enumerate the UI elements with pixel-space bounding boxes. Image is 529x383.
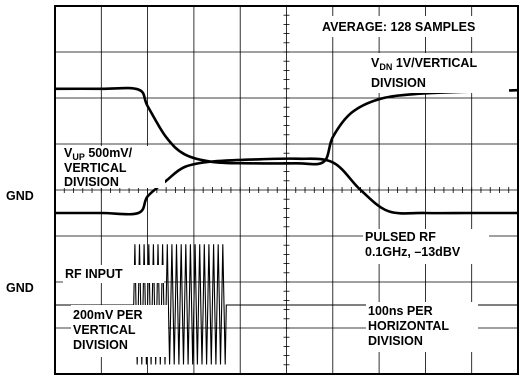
pulsed-rf-spec: 0.1GHz, –13dBV (365, 245, 461, 259)
vdn-trace (54, 86, 519, 166)
rf-scale-vertical: VERTICAL (73, 323, 136, 337)
time-scale-label-bg (366, 302, 478, 352)
rf-scale-division: DIVISION (73, 338, 128, 352)
pulsed-rf-label-bg (363, 229, 489, 264)
time-scale-label: 100ns PER (368, 304, 433, 318)
gnd-lower-label: GND (6, 281, 34, 295)
vup-label-bg (62, 146, 165, 188)
rf-input-label: RF INPUT (65, 267, 123, 281)
vdn-label-bg (369, 53, 509, 93)
gnd-upper-label: GND (6, 189, 34, 203)
vdn-subscript: DN (379, 62, 392, 72)
vdn-scale: 1V/VERTICAL (392, 56, 477, 70)
vup-division-label: DIVISION (64, 175, 119, 189)
time-scale-horizontal: HORIZONTAL (368, 319, 449, 333)
vdn-v: V (371, 56, 380, 70)
vdn-scale-label: VDN 1V/VERTICAL (371, 56, 477, 72)
average-label: AVERAGE: 128 SAMPLES (322, 20, 475, 34)
rf-scale-label: 200mV PER (73, 308, 142, 322)
vup-scale-label: VUP 500mV/ (64, 146, 133, 162)
vup-trace (55, 157, 518, 216)
vup-vertical-label: VERTICAL (64, 161, 127, 175)
vup-subscript: UP (72, 152, 85, 162)
time-scale-division: DIVISION (368, 334, 423, 348)
average-label-bg (319, 16, 517, 37)
vup-scale: 500mV/ (85, 146, 133, 160)
rf-input-label-bg (63, 265, 164, 283)
annotation-labels: AVERAGE: 128 SAMPLES VDN 1V/VERTICAL DIV… (6, 16, 517, 357)
pulsed-rf-label: PULSED RF (365, 230, 436, 244)
vup-v: V (64, 146, 73, 160)
vdn-division-label: DIVISION (371, 76, 426, 90)
rf-scale-label-bg (71, 305, 168, 357)
